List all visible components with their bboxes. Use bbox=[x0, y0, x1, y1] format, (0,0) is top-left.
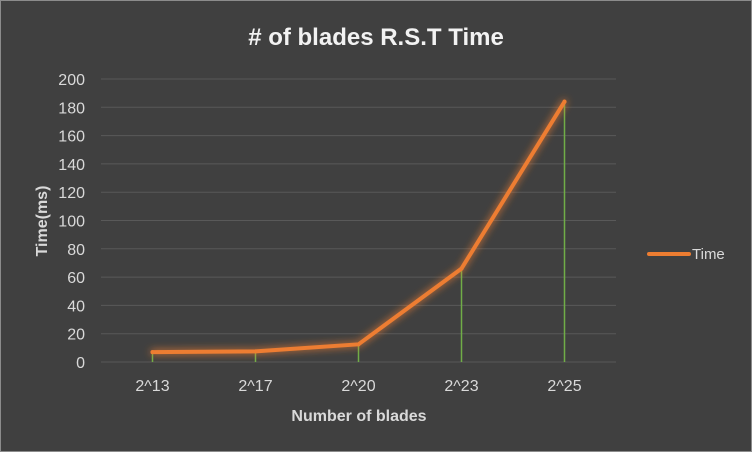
x-tick-label: 2^17 bbox=[238, 378, 272, 395]
y-tick-label: 140 bbox=[58, 157, 85, 174]
x-axis-ticks: 2^13 2^17 2^20 2^23 2^25 bbox=[135, 378, 581, 395]
data-point bbox=[356, 342, 361, 347]
drop-lines bbox=[151, 101, 566, 362]
data-point bbox=[459, 266, 464, 271]
y-tick-label: 40 bbox=[67, 298, 85, 315]
y-tick-label: 120 bbox=[58, 185, 85, 202]
y-tick-label: 200 bbox=[58, 72, 85, 89]
data-point bbox=[253, 349, 258, 354]
y-axis-ticks: 0 20 40 60 80 100 120 140 160 180 200 bbox=[58, 72, 85, 372]
y-tick-label: 20 bbox=[67, 327, 85, 344]
y-tick-label: 100 bbox=[58, 214, 85, 231]
series-lines bbox=[150, 99, 567, 355]
chart-title: # of blades R.S.T Time bbox=[248, 24, 504, 51]
x-tick-label: 2^13 bbox=[135, 378, 169, 395]
x-tick-label: 2^20 bbox=[341, 378, 375, 395]
legend-label-time: Time bbox=[692, 246, 725, 263]
x-tick-label: 2^25 bbox=[547, 378, 581, 395]
y-axis-title: Time(ms) bbox=[34, 186, 51, 257]
y-tick-label: 160 bbox=[58, 129, 85, 146]
y-tick-label: 0 bbox=[76, 355, 85, 372]
data-point bbox=[562, 99, 567, 104]
y-tick-label: 80 bbox=[67, 242, 85, 259]
y-tick-label: 60 bbox=[67, 270, 85, 287]
legend: Time bbox=[647, 246, 725, 263]
x-tick-label: 2^23 bbox=[444, 378, 478, 395]
series-line-time bbox=[150, 99, 567, 355]
x-axis-title: Number of blades bbox=[291, 408, 426, 425]
y-tick-label: 180 bbox=[58, 100, 85, 117]
data-point bbox=[150, 350, 155, 355]
gridlines bbox=[101, 78, 616, 363]
